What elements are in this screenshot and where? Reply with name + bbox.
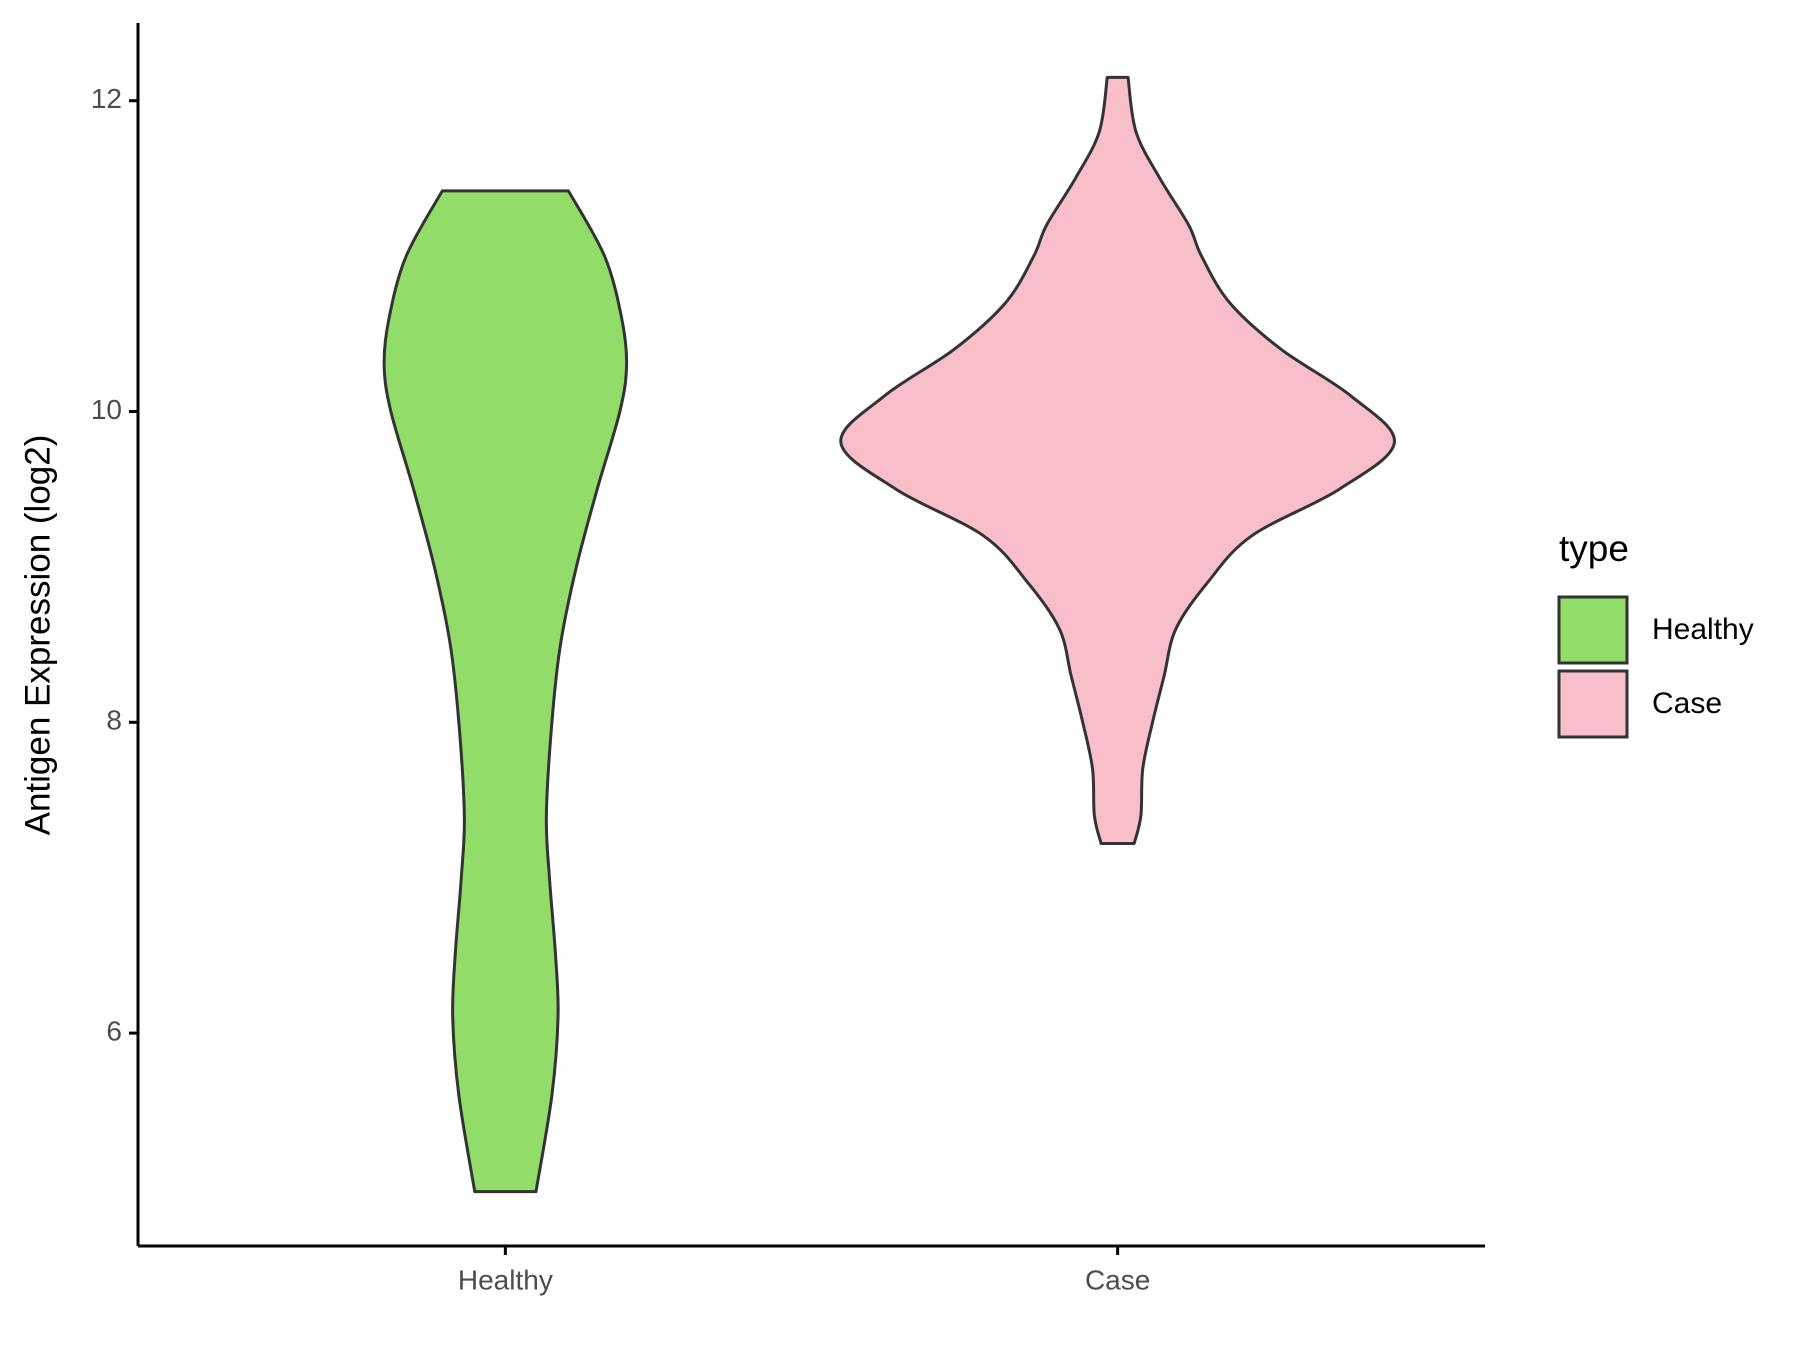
y-tick-label: 6 (106, 1015, 122, 1046)
legend-label: Healthy (1652, 613, 1754, 646)
x-tick-label: Healthy (458, 1264, 553, 1295)
legend-key (1557, 669, 1629, 739)
y-tick-label: 10 (91, 394, 122, 425)
violin (382, 189, 629, 1194)
y-axis-label: Antigen Expression (log2) (18, 435, 57, 836)
legend-title: type (1559, 528, 1629, 569)
x-tick-label: Case (1085, 1264, 1150, 1295)
legend-label: Case (1652, 687, 1722, 720)
y-tick-label: 8 (106, 705, 122, 736)
y-tick-label: 12 (91, 83, 122, 114)
legend-key (1557, 595, 1629, 665)
violin (839, 75, 1396, 846)
